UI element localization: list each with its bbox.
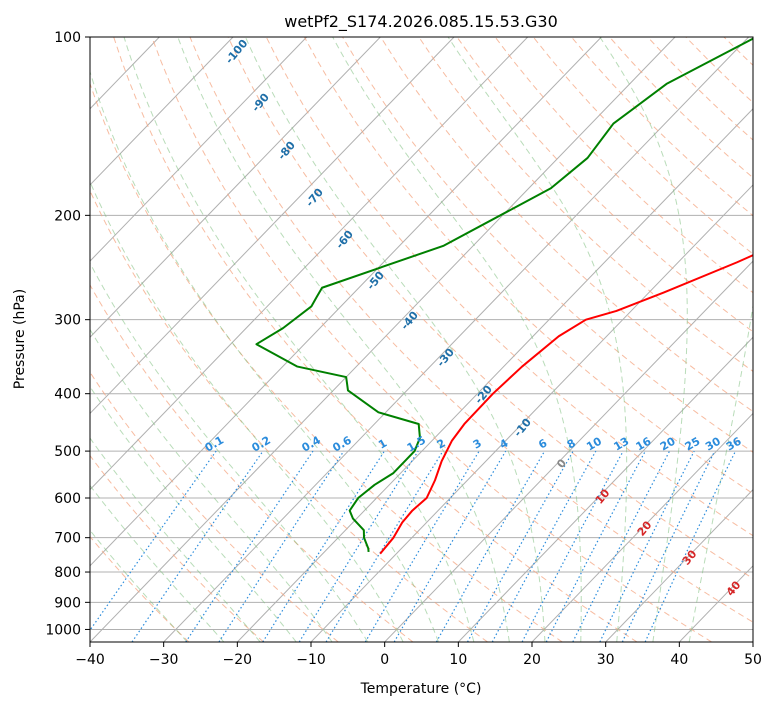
x-axis-label: Temperature (°C) bbox=[360, 681, 482, 697]
mixing-ratio-line bbox=[90, 450, 217, 632]
y-tick-label: 100 bbox=[54, 30, 81, 46]
mixing-ratio-line bbox=[131, 450, 264, 642]
dry-adiabat-line bbox=[90, 454, 264, 642]
moist-adiabat-line bbox=[177, 37, 510, 642]
y-tick-label: 700 bbox=[54, 531, 81, 547]
mixing-ratio-line bbox=[218, 450, 345, 642]
series-layer bbox=[255, 37, 753, 555]
isotherm-line bbox=[457, 336, 753, 642]
dewpoint-profile-line bbox=[255, 37, 753, 553]
y-tick-label: 1000 bbox=[45, 622, 81, 638]
moist-adiabat-line bbox=[90, 437, 261, 642]
x-tick-label: −30 bbox=[149, 652, 179, 668]
y-tick-label: 300 bbox=[54, 313, 81, 329]
isotherm-line bbox=[384, 260, 753, 642]
dry-adiabat-line bbox=[456, 37, 753, 333]
x-tick-label: −10 bbox=[296, 652, 326, 668]
mixing-ratio-line bbox=[185, 450, 314, 642]
isotherm-line bbox=[90, 37, 234, 186]
mixing-ratio-line bbox=[491, 450, 597, 642]
moist-adiabat-line bbox=[90, 70, 439, 642]
mixing-ratio-line bbox=[466, 450, 574, 642]
moist-adiabat-line bbox=[244, 37, 546, 642]
dry-adiabat-line bbox=[90, 283, 414, 642]
y-tick-label: 800 bbox=[54, 565, 81, 581]
y-tick-label: 200 bbox=[54, 208, 81, 224]
isotherm-line bbox=[90, 37, 381, 338]
mixing-ratio-line bbox=[572, 450, 671, 642]
dry-adiabat-line bbox=[113, 37, 638, 642]
isotherm-line bbox=[90, 37, 455, 415]
dry-adiabat-line bbox=[90, 371, 339, 642]
x-tick-label: −40 bbox=[75, 652, 105, 668]
y-tick-label: 400 bbox=[54, 387, 81, 403]
isotherm-line bbox=[90, 37, 308, 262]
axis-layer: −40 −30 −20 −10 0 10 20 30 40 50 100 200 300 400 500 60… bbox=[45, 30, 762, 668]
moist-adiabat-line bbox=[447, 37, 628, 642]
y-tick-label: 600 bbox=[54, 491, 81, 507]
isotherm-line bbox=[90, 37, 676, 642]
mixing-ratio-line bbox=[435, 450, 546, 642]
x-tick-label: −20 bbox=[223, 652, 253, 668]
isotherm-line bbox=[236, 108, 753, 642]
y-tick-label: 500 bbox=[54, 444, 81, 460]
moist-adiabat-line bbox=[123, 37, 475, 642]
moist-adiabat-line bbox=[90, 262, 369, 642]
x-tick-label: 10 bbox=[449, 652, 467, 668]
dry-adiabat-line bbox=[189, 37, 753, 623]
dry-adiabat-line bbox=[90, 82, 563, 642]
moist-adiabat-line bbox=[90, 385, 297, 642]
x-tick-label: 20 bbox=[523, 652, 541, 668]
moist-adiabat-line bbox=[332, 37, 582, 642]
y-axis-label: Pressure (hPa) bbox=[12, 289, 28, 389]
moist-adiabat-line bbox=[90, 484, 225, 642]
isotherm-line bbox=[605, 488, 753, 642]
dry-adiabat-line bbox=[90, 189, 488, 642]
x-tick-label: 0 bbox=[380, 652, 389, 668]
mixing-ratio-line bbox=[325, 450, 444, 642]
x-tick-label: 30 bbox=[597, 652, 615, 668]
isotherm-line bbox=[90, 37, 602, 567]
moist-adiabat-line bbox=[688, 302, 753, 642]
dry-adiabat-line bbox=[494, 37, 753, 294]
isotherm-line bbox=[531, 412, 753, 642]
isotherm-line bbox=[163, 37, 750, 642]
moist-adiabat-line bbox=[90, 328, 333, 642]
chart-title: wetPf2_S174.2026.085.15.53.G30 bbox=[284, 12, 558, 32]
x-tick-label: 50 bbox=[744, 652, 762, 668]
x-tick-label: 40 bbox=[670, 652, 688, 668]
grid-layer bbox=[90, 37, 753, 642]
plot-frame bbox=[89, 36, 754, 643]
y-tick-label: 900 bbox=[54, 595, 81, 611]
mixing-ratio-line bbox=[262, 450, 385, 642]
isotherm-line bbox=[90, 37, 529, 491]
mixing-ratio-line bbox=[521, 450, 624, 642]
mixing-ratio-line bbox=[599, 450, 695, 642]
moist-adiabat-line bbox=[599, 37, 688, 642]
temperature-profile-line bbox=[379, 254, 753, 555]
